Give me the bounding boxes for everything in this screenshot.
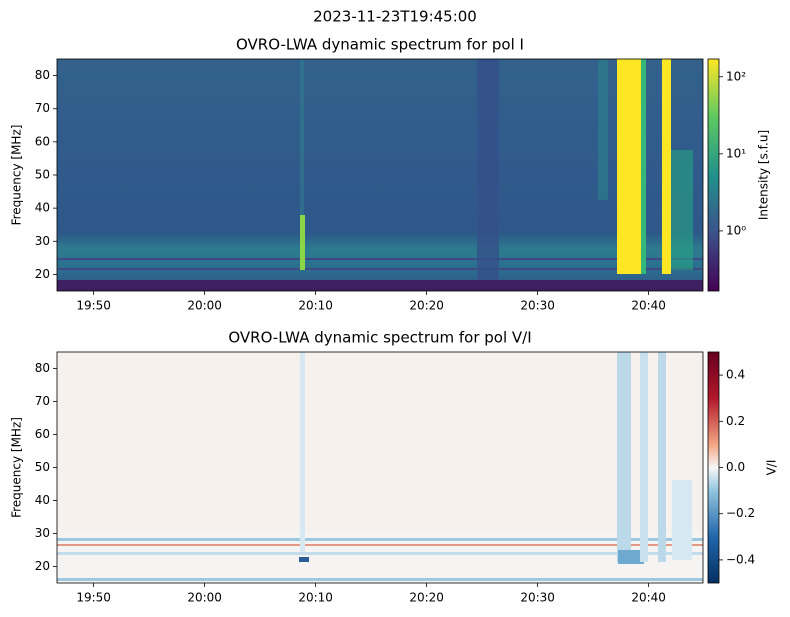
y-tick-label: 40 xyxy=(35,201,50,215)
y-tick-label: 70 xyxy=(35,101,50,115)
x-tick-label: 20:20 xyxy=(409,299,444,313)
y-tick-label: 50 xyxy=(35,460,50,474)
colorbar-frame xyxy=(707,58,720,292)
x-tick-label: 20:10 xyxy=(298,591,333,605)
heatmap-image xyxy=(57,352,703,583)
y-axis-label: Frequency [MHz] xyxy=(10,417,24,518)
x-tick-label: 20:10 xyxy=(298,299,333,313)
colorbar-label: V/I xyxy=(765,460,779,476)
suptitle: 2023-11-23T19:45:00 xyxy=(313,8,477,26)
y-tick-label: 50 xyxy=(35,168,50,182)
y-tick-label: 40 xyxy=(35,493,50,507)
colorbar-tick-label: 10¹ xyxy=(726,146,746,160)
colorbar-label: Intensity [s.f.u] xyxy=(757,130,771,220)
x-tick-label: 20:40 xyxy=(631,299,666,313)
colorbar-tick-label: 0.2 xyxy=(726,414,745,428)
colorbar xyxy=(708,59,719,291)
y-tick-label: 60 xyxy=(35,427,50,441)
y-tick-label: 80 xyxy=(35,361,50,375)
y-tick-label: 30 xyxy=(35,526,50,540)
colorbar-tick-label: 10² xyxy=(726,69,746,83)
colorbar-tick-label: 0.0 xyxy=(726,460,745,474)
x-tick-label: 20:00 xyxy=(187,591,222,605)
colorbar-tick-label: −0.2 xyxy=(726,506,755,520)
x-tick-label: 20:00 xyxy=(187,299,222,313)
axes-frame xyxy=(56,58,704,292)
colorbar xyxy=(708,352,719,583)
colorbar-frame xyxy=(707,351,720,584)
panel-title: OVRO-LWA dynamic spectrum for pol I xyxy=(236,36,524,54)
panel-title: OVRO-LWA dynamic spectrum for pol V/I xyxy=(228,329,531,347)
x-tick-label: 19:50 xyxy=(76,591,111,605)
heatmap-image xyxy=(57,59,703,291)
y-tick-label: 60 xyxy=(35,134,50,148)
y-tick-label: 20 xyxy=(35,559,50,573)
colorbar-tick-label: 10⁰ xyxy=(726,223,746,237)
y-tick-label: 70 xyxy=(35,394,50,408)
colorbar-tick-label: 0.4 xyxy=(726,368,745,382)
y-tick-label: 80 xyxy=(35,68,50,82)
y-tick-label: 20 xyxy=(35,267,50,281)
colorbar-tick-label: −0.4 xyxy=(726,552,755,566)
x-tick-label: 20:30 xyxy=(520,591,555,605)
axes-frame xyxy=(56,351,704,584)
y-axis-label: Frequency [MHz] xyxy=(10,125,24,226)
x-tick-label: 20:20 xyxy=(409,591,444,605)
y-tick-label: 30 xyxy=(35,234,50,248)
x-tick-label: 20:40 xyxy=(631,591,666,605)
x-tick-label: 19:50 xyxy=(76,299,111,313)
x-tick-label: 20:30 xyxy=(520,299,555,313)
